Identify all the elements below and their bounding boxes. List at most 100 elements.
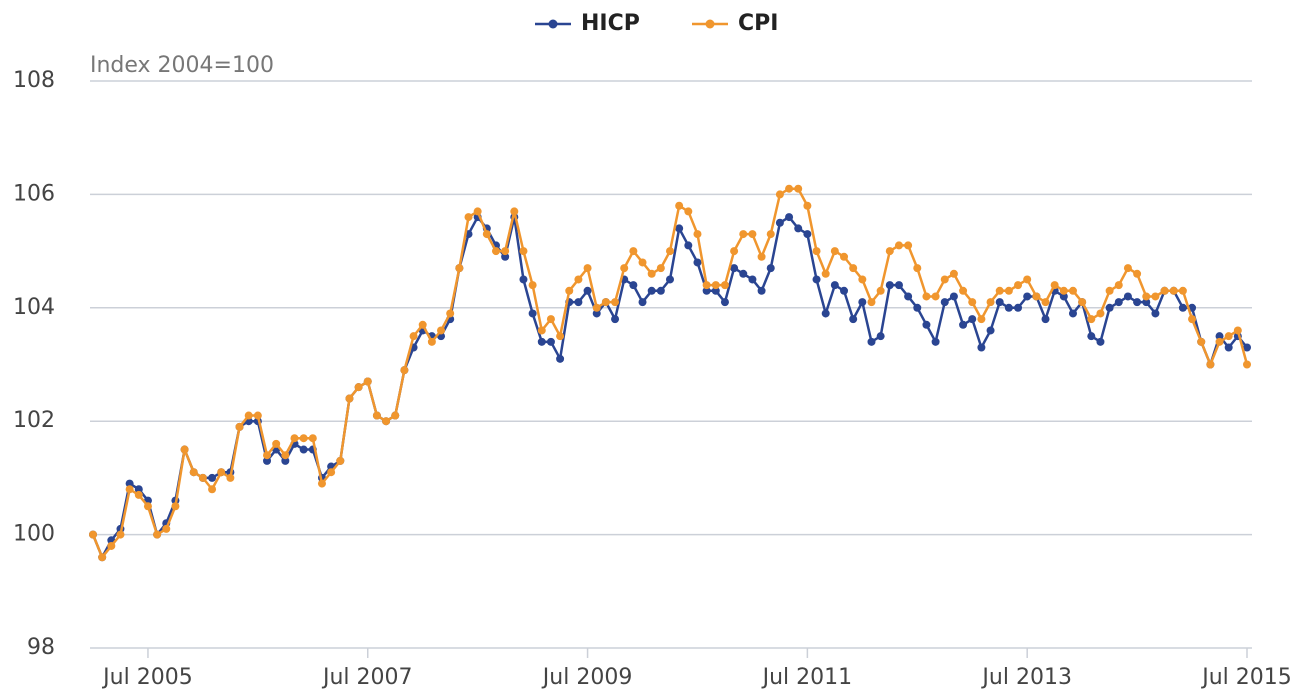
point xyxy=(583,264,592,273)
point xyxy=(143,502,152,511)
legend-marker xyxy=(548,19,558,29)
point xyxy=(666,247,674,256)
point xyxy=(785,213,794,222)
point xyxy=(125,485,134,494)
point xyxy=(1041,315,1050,324)
point xyxy=(702,281,711,290)
x-tick-label: Jul 2009 xyxy=(541,665,633,690)
point xyxy=(1206,360,1215,369)
point xyxy=(611,298,620,307)
point xyxy=(849,264,858,273)
point xyxy=(134,485,143,494)
point xyxy=(1215,332,1224,341)
point xyxy=(858,298,867,307)
point xyxy=(748,275,757,284)
point xyxy=(629,281,638,290)
point xyxy=(1224,343,1233,352)
point xyxy=(876,332,885,341)
point xyxy=(867,337,876,346)
point xyxy=(968,298,977,307)
point xyxy=(940,298,949,307)
point xyxy=(656,264,665,273)
line xyxy=(91,187,1249,560)
point xyxy=(931,337,940,346)
point xyxy=(592,309,601,318)
point xyxy=(327,468,336,477)
point xyxy=(171,502,180,511)
point xyxy=(840,286,849,295)
point xyxy=(748,230,757,239)
point xyxy=(666,275,674,284)
point xyxy=(1133,269,1142,278)
point xyxy=(528,309,537,318)
point xyxy=(968,315,977,324)
point xyxy=(821,309,830,318)
point xyxy=(656,286,665,295)
point xyxy=(775,218,784,227)
point xyxy=(675,201,684,210)
point xyxy=(940,275,949,284)
point xyxy=(913,264,922,273)
point xyxy=(1114,298,1123,307)
point xyxy=(1178,286,1187,295)
point xyxy=(693,258,702,267)
point xyxy=(1243,343,1251,352)
y-tick-label: 102 xyxy=(13,408,55,433)
point xyxy=(638,258,647,267)
point xyxy=(528,281,537,290)
point xyxy=(272,439,281,448)
point xyxy=(766,264,775,273)
point xyxy=(565,286,574,295)
point xyxy=(601,298,610,307)
point xyxy=(986,298,995,307)
point xyxy=(720,298,729,307)
point xyxy=(107,541,116,550)
point xyxy=(684,241,693,250)
point xyxy=(1133,298,1142,307)
x-tick-label: Jul 2015 xyxy=(1200,665,1292,690)
point xyxy=(959,320,968,329)
point xyxy=(931,292,940,301)
point xyxy=(583,286,592,295)
point xyxy=(830,247,839,256)
point xyxy=(620,264,629,273)
point xyxy=(574,298,583,307)
point xyxy=(153,530,162,539)
point xyxy=(949,292,958,301)
point xyxy=(354,383,363,392)
point xyxy=(464,213,473,222)
point xyxy=(647,286,656,295)
point xyxy=(446,309,455,318)
point xyxy=(849,315,858,324)
point xyxy=(299,434,308,443)
point xyxy=(208,473,217,482)
point xyxy=(1215,337,1224,346)
point xyxy=(546,337,555,346)
point xyxy=(794,184,803,193)
point xyxy=(189,468,198,477)
point xyxy=(702,286,711,295)
point xyxy=(491,247,500,256)
point xyxy=(427,337,436,346)
point xyxy=(116,530,125,539)
point xyxy=(482,230,491,239)
point xyxy=(1032,292,1041,301)
point xyxy=(317,479,326,488)
point xyxy=(876,286,885,295)
point xyxy=(1096,309,1105,318)
point xyxy=(757,286,766,295)
point xyxy=(1105,303,1114,312)
point xyxy=(949,269,958,278)
point xyxy=(757,252,766,261)
x-tick-label: Jul 2005 xyxy=(101,665,193,690)
point xyxy=(629,247,638,256)
point xyxy=(537,326,546,335)
point xyxy=(556,332,565,341)
point xyxy=(730,264,739,273)
point xyxy=(1096,337,1105,346)
point xyxy=(1068,309,1077,318)
point xyxy=(986,326,995,335)
point xyxy=(537,337,546,346)
point xyxy=(977,315,986,324)
point xyxy=(711,286,720,295)
